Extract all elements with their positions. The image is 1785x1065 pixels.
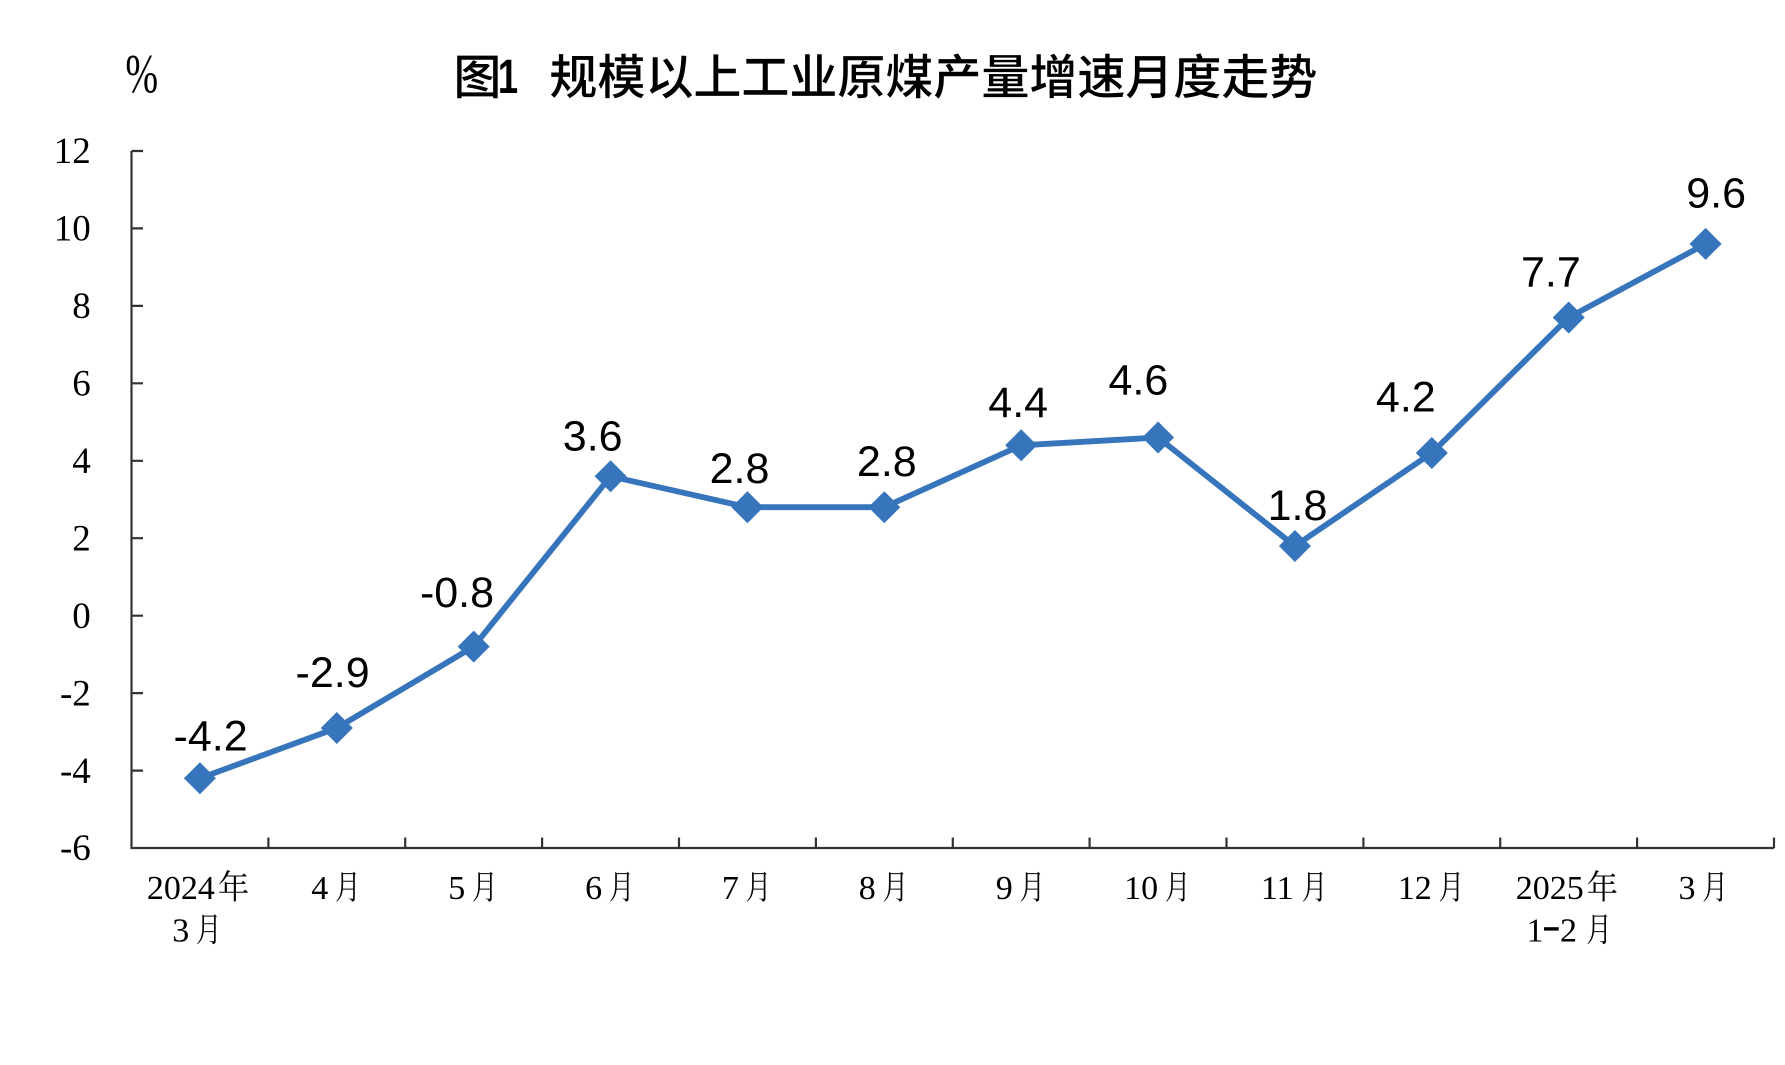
svg-text:%: % bbox=[125, 44, 158, 105]
svg-text:4: 4 bbox=[72, 441, 91, 482]
svg-text:3.6: 3.6 bbox=[563, 412, 623, 460]
svg-text:4.4: 4.4 bbox=[988, 379, 1048, 427]
svg-text:6: 6 bbox=[72, 364, 91, 405]
svg-text:9.6: 9.6 bbox=[1686, 170, 1746, 218]
svg-text:-2.9: -2.9 bbox=[296, 649, 370, 697]
svg-text:10: 10 bbox=[1124, 870, 1158, 907]
svg-text:3: 3 bbox=[1679, 870, 1696, 907]
svg-text:3: 3 bbox=[172, 913, 189, 950]
svg-text:1.8: 1.8 bbox=[1268, 482, 1328, 530]
svg-text:8: 8 bbox=[859, 870, 876, 907]
svg-text:8: 8 bbox=[72, 286, 91, 327]
svg-text:0: 0 bbox=[72, 596, 91, 637]
svg-text:2.8: 2.8 bbox=[857, 438, 917, 486]
svg-text:-6: -6 bbox=[60, 828, 91, 869]
svg-text:7: 7 bbox=[722, 870, 739, 907]
svg-text:10: 10 bbox=[54, 209, 91, 250]
svg-text:2025: 2025 bbox=[1516, 870, 1584, 907]
svg-text:-0.8: -0.8 bbox=[420, 569, 494, 617]
svg-text:1: 1 bbox=[498, 50, 518, 104]
svg-text:1: 1 bbox=[1527, 913, 1544, 950]
svg-text:4.6: 4.6 bbox=[1109, 356, 1169, 404]
svg-text:2.8: 2.8 bbox=[710, 445, 770, 493]
svg-text:-2: -2 bbox=[60, 673, 91, 714]
svg-text:2024: 2024 bbox=[147, 870, 215, 907]
svg-text:11: 11 bbox=[1261, 870, 1294, 907]
svg-text:6: 6 bbox=[585, 870, 602, 907]
svg-text:2: 2 bbox=[1560, 913, 1577, 950]
svg-text:4: 4 bbox=[311, 870, 328, 907]
svg-text:7.7: 7.7 bbox=[1521, 249, 1581, 297]
svg-text:5: 5 bbox=[448, 870, 465, 907]
svg-text:12: 12 bbox=[54, 131, 91, 172]
svg-text:-4: -4 bbox=[60, 751, 91, 792]
svg-text:9: 9 bbox=[996, 870, 1013, 907]
svg-text:12: 12 bbox=[1398, 870, 1432, 907]
svg-text:4.2: 4.2 bbox=[1376, 374, 1436, 422]
svg-text:-4.2: -4.2 bbox=[174, 713, 248, 761]
svg-text:2: 2 bbox=[72, 519, 91, 560]
